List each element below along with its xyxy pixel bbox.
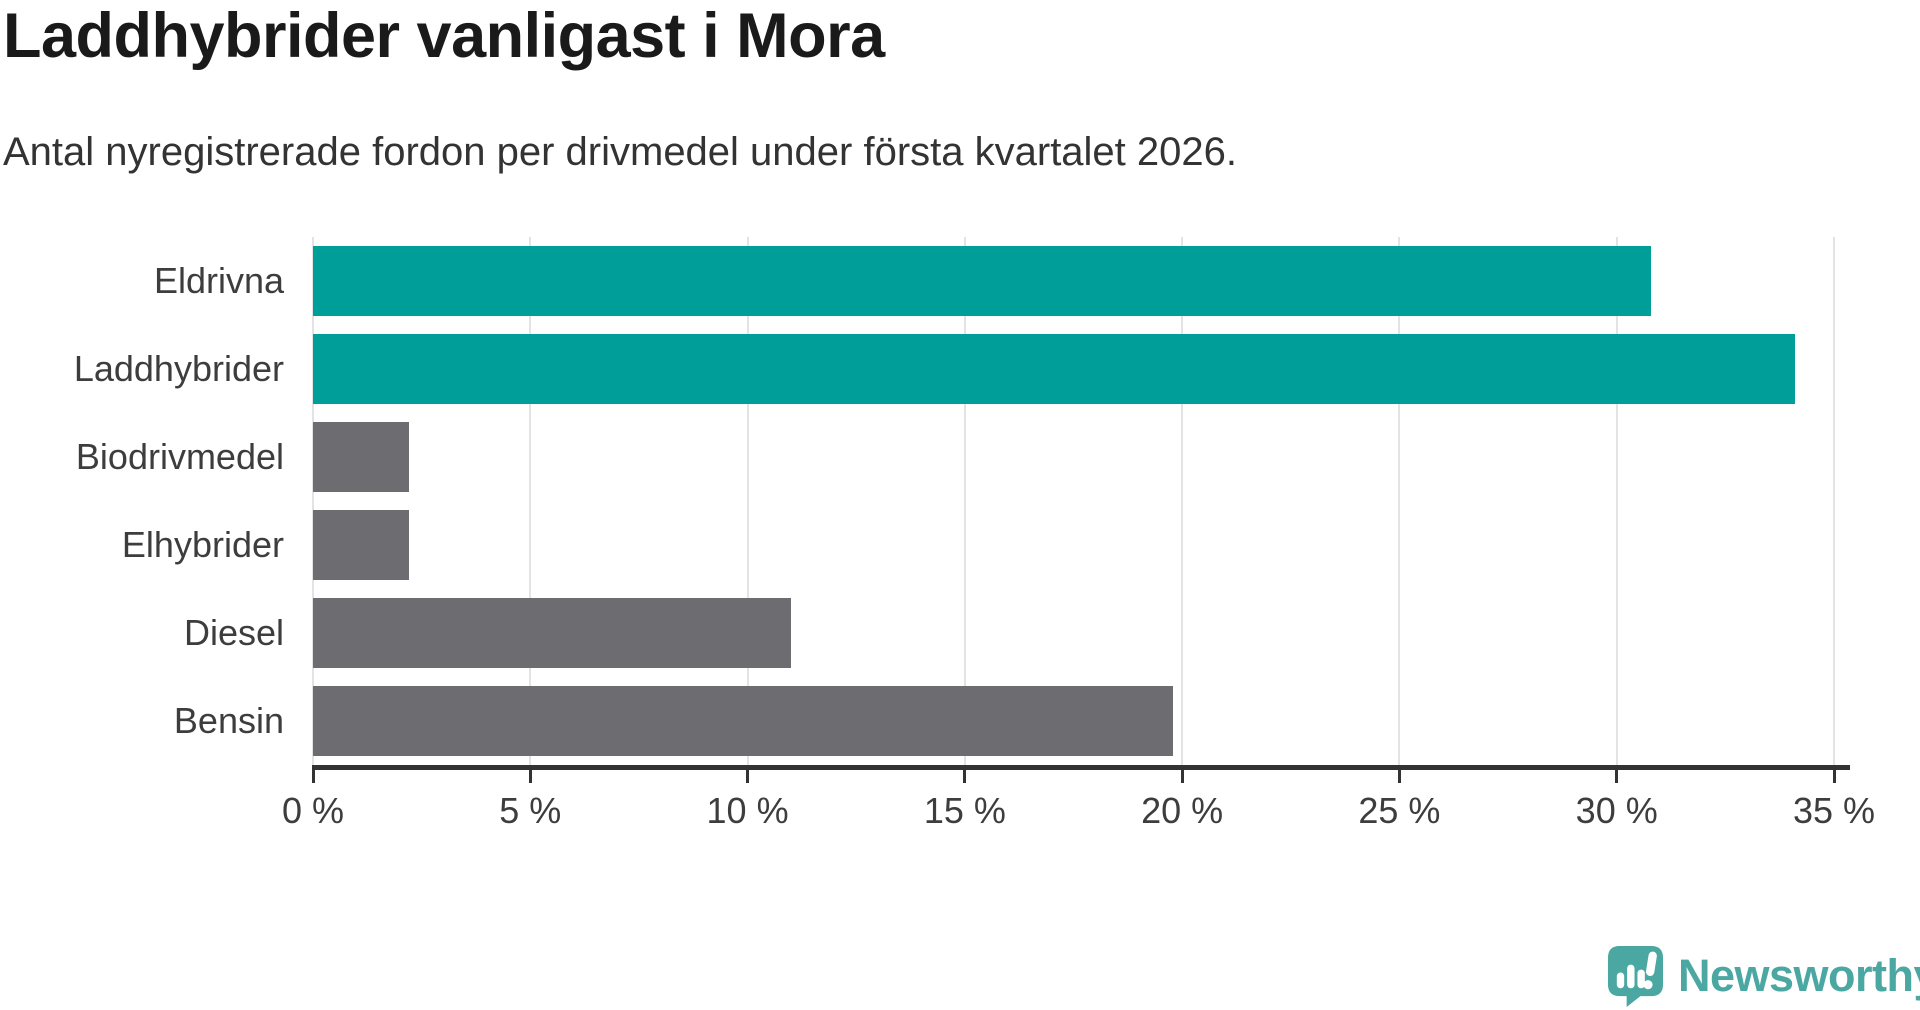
newsworthy-logo-icon: [1607, 946, 1664, 1007]
x-tick-label-5: 5 %: [499, 790, 562, 831]
bar-elhybrider: [313, 510, 409, 580]
x-tick-mark-25: [1397, 770, 1401, 783]
x-tick-mark-5: [528, 770, 532, 783]
x-tick-mark-20: [1180, 770, 1184, 783]
x-tick-mark-0: [311, 770, 315, 783]
x-tick-label-15: 15 %: [923, 790, 1006, 831]
x-tick-label-25: 25 %: [1358, 790, 1441, 831]
bar-bensin: [313, 686, 1174, 756]
chart-title: Laddhybrider vanligast i Mora: [3, 1, 885, 71]
gridline-10: [746, 237, 749, 765]
category-label-biodrivmedel: Biodrivmedel: [75, 436, 284, 477]
category-label-laddhybrider: Laddhybrider: [73, 348, 284, 389]
gridline-5: [529, 237, 532, 765]
x-tick-label-20: 20 %: [1141, 790, 1224, 831]
newsworthy-logo: Newsworthy: [1606, 944, 1920, 1007]
category-label-diesel: Diesel: [183, 612, 284, 653]
bar-diesel: [313, 598, 792, 668]
chart-subtitle: Antal nyregistrerade fordon per drivmede…: [3, 130, 1238, 174]
x-tick-label-10: 10 %: [706, 790, 789, 831]
gridline-25: [1398, 237, 1401, 765]
x-tick-mark-10: [746, 770, 750, 783]
plot-area: [312, 237, 1835, 765]
bar-biodrivmedel: [313, 422, 409, 492]
x-axis-line: [312, 765, 1850, 770]
x-tick-mark-30: [1615, 770, 1619, 783]
x-tick-mark-35: [1832, 770, 1836, 783]
x-tick-mark-15: [963, 770, 967, 783]
gridline-20: [1181, 237, 1184, 765]
gridline-30: [1615, 237, 1618, 765]
bar-eldrivna: [313, 246, 1652, 316]
bar-laddhybrider: [313, 334, 1795, 404]
category-label-bensin: Bensin: [173, 700, 284, 741]
x-tick-label-0: 0 %: [281, 790, 345, 831]
category-label-elhybrider: Elhybrider: [121, 524, 284, 565]
gridline-0: [312, 237, 314, 765]
category-label-eldrivna: Eldrivna: [153, 260, 284, 301]
x-tick-label-35: 35 %: [1792, 790, 1876, 831]
gridline-35: [1833, 237, 1835, 765]
gridline-15: [963, 237, 966, 765]
newsworthy-logo-text: Newsworthy: [1678, 949, 1920, 1001]
x-tick-label-30: 30 %: [1575, 790, 1658, 831]
